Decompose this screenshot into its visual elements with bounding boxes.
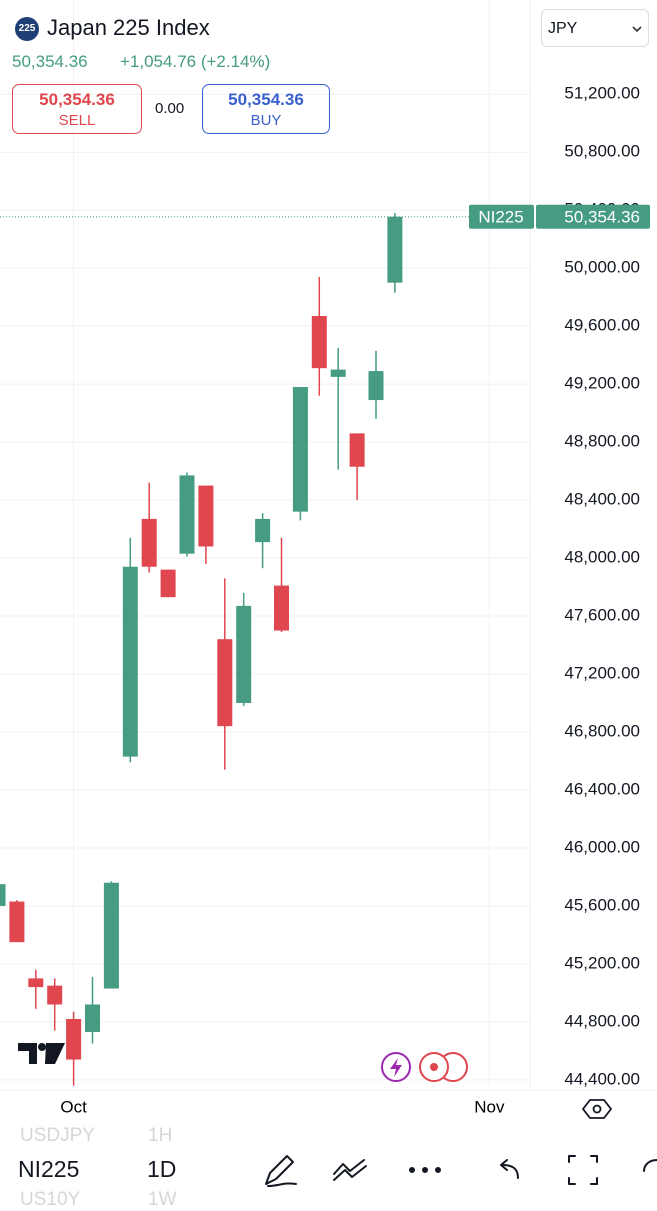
candle-body — [236, 605, 252, 703]
y-tick-label: 50,800.00 — [564, 142, 640, 161]
y-tick-label: 49,200.00 — [564, 374, 640, 393]
event-icon — [390, 1058, 402, 1077]
undo-icon[interactable] — [500, 1159, 519, 1179]
candle-body — [349, 433, 365, 467]
candle-body — [274, 585, 289, 631]
tv-logo-dot — [38, 1043, 46, 1051]
fullscreen-icon[interactable] — [568, 1155, 598, 1185]
more-icon[interactable] — [643, 1159, 657, 1172]
y-tick-label: 46,400.00 — [564, 779, 640, 798]
currency: JPY — [548, 20, 578, 37]
y-tick-label: 47,200.00 — [564, 663, 640, 682]
draw-icon[interactable] — [265, 1155, 297, 1187]
symbol-title: Japan 225 Index — [47, 15, 210, 40]
candle-body — [255, 518, 271, 543]
sell-label: SELL — [58, 112, 96, 129]
spread: 0.00 — [155, 100, 185, 117]
candle-body — [85, 1004, 100, 1033]
x-tick-label: Oct — [60, 1097, 87, 1116]
y-tick-label: 44,800.00 — [564, 1011, 640, 1030]
candle-body — [179, 475, 195, 554]
more-icon[interactable] — [435, 1167, 441, 1173]
price-change: +1,054.76 (+2.14%) — [120, 52, 271, 71]
y-tick-label: 44,400.00 — [564, 1069, 640, 1088]
chevron — [632, 26, 642, 33]
price-tag — [536, 204, 650, 229]
candle-body — [160, 569, 176, 598]
y-tick-label: 48,800.00 — [564, 432, 640, 451]
candle-body — [387, 216, 403, 283]
candle-body — [103, 882, 119, 989]
candle-body — [311, 315, 327, 369]
more-icon[interactable] — [422, 1167, 428, 1173]
candle-body — [198, 485, 214, 547]
buy-button[interactable]: 50,354.36 BUY — [202, 84, 330, 134]
candle-body — [122, 566, 138, 757]
y-tick-label: 48,400.00 — [564, 490, 640, 509]
candle-body — [141, 518, 157, 567]
interval-button[interactable]: 1D — [147, 1156, 177, 1182]
indicators-icon[interactable] — [333, 1159, 367, 1181]
sell-button[interactable]: 50,354.36 SELL — [12, 84, 142, 134]
buy-price: 50,354.36 — [228, 90, 304, 109]
y-tick-label: 50,000.00 — [564, 258, 640, 277]
candle-body — [292, 387, 308, 512]
y-tick-label: 47,600.00 — [564, 606, 640, 625]
symbol-badge: 225 — [15, 17, 39, 41]
tv-logo — [18, 1043, 65, 1064]
settings-icon — [581, 1099, 613, 1119]
candle-body — [47, 985, 63, 1005]
price-tag-text: 50,354.36 — [564, 207, 640, 226]
y-tick-label: 45,600.00 — [564, 895, 640, 914]
symbol-tag-text: NI225 — [478, 207, 523, 226]
y-tick-label: 46,800.00 — [564, 721, 640, 740]
y-tick-label: 49,600.00 — [564, 316, 640, 335]
candle-body — [217, 639, 233, 727]
buy-label: BUY — [250, 112, 282, 129]
symbol-button[interactable]: NI225 — [18, 1156, 80, 1182]
x-tick-label: Nov — [474, 1097, 505, 1116]
last-price: 50,354.36 — [12, 52, 88, 71]
sell-price: 50,354.36 — [39, 90, 115, 109]
candle-body — [0, 884, 6, 906]
candle-body — [28, 978, 44, 988]
y-tick-label: 48,000.00 — [564, 548, 640, 567]
candle-body — [66, 1018, 82, 1060]
candle-body — [368, 371, 384, 401]
ghost-interval: 1H — [148, 1125, 173, 1146]
candle-body — [330, 369, 346, 377]
candle-body — [9, 901, 25, 943]
currency-select[interactable]: JPY — [541, 9, 649, 47]
settings-icon — [592, 1104, 602, 1114]
event-icon — [430, 1063, 438, 1071]
y-tick-label: 46,000.00 — [564, 837, 640, 856]
y-tick-label: 51,200.00 — [564, 84, 640, 103]
symbol-tag — [469, 204, 534, 229]
more-icon[interactable] — [409, 1167, 415, 1173]
ghost-symbol: USDJPY — [20, 1125, 95, 1146]
toolbar-icons — [265, 1155, 657, 1187]
y-tick-label: 45,200.00 — [564, 953, 640, 972]
